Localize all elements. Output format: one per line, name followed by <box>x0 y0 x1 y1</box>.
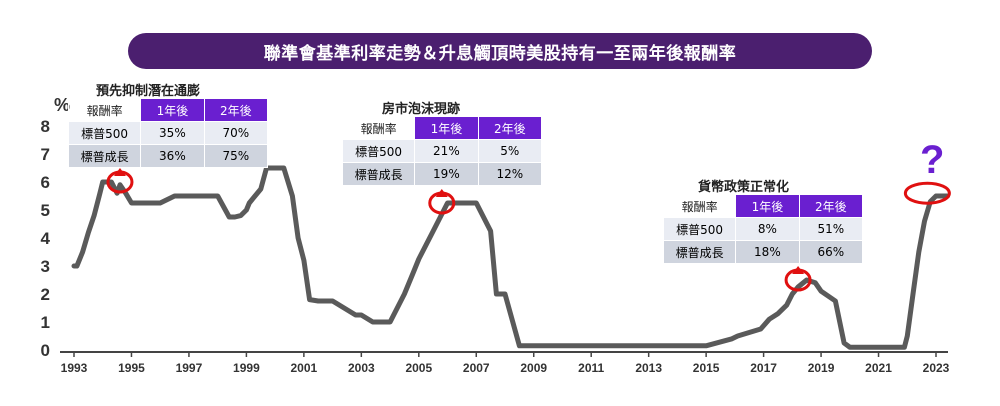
fed-rate-line <box>71 165 950 350</box>
col-2yr: 2年後 <box>477 116 543 140</box>
annotation-title-3: 貨幣政策正常化 <box>698 180 790 195</box>
col-1yr: 1年後 <box>735 194 800 218</box>
annotation-title-1: 預先抑制潛在通膨 <box>96 84 201 99</box>
col-1yr: 1年後 <box>140 98 205 122</box>
peak-highlight-circle <box>903 181 951 205</box>
peak-arrow-icon <box>792 266 805 274</box>
cell-value: 19% <box>414 162 479 186</box>
y-tick-label: 2 <box>41 285 50 304</box>
col-1yr: 1年後 <box>414 116 479 140</box>
y-axis-unit: % <box>54 95 70 115</box>
y-tick-label: 1 <box>41 313 50 332</box>
x-tick-label: 2019 <box>808 361 835 375</box>
x-tick-label: 1999 <box>233 361 260 375</box>
x-tick-label: 1995 <box>118 361 145 375</box>
y-tick-label: 6 <box>41 173 50 192</box>
cell-value: 35% <box>140 121 205 145</box>
y-tick-label: 7 <box>41 145 50 164</box>
x-tick-label: 2011 <box>578 361 604 375</box>
y-tick-label: 3 <box>41 257 50 276</box>
row-label: 標普成長 <box>67 144 142 168</box>
y-tick-label: 4 <box>41 229 51 248</box>
row-header: 報酬率 <box>67 98 142 122</box>
peak-arrow-icon <box>113 168 126 176</box>
question-mark: ? <box>920 138 945 182</box>
annotation-table-1: 報酬率 1年後 2年後 標普500 35% 70% 標普成長 36% 75% <box>67 98 269 168</box>
peak-arrow-icon <box>435 189 448 197</box>
y-axis: 0 1 2 3 4 5 6 7 8 <box>41 117 51 360</box>
col-2yr: 2年後 <box>798 194 864 218</box>
row-header: 報酬率 <box>662 194 737 218</box>
x-tick-label: 2023 <box>923 361 950 375</box>
annotation-table-2: 報酬率 1年後 2年後 標普500 21% 5% 標普成長 19% 12% <box>341 116 543 186</box>
row-header: 報酬率 <box>341 116 416 140</box>
row-label: 標普500 <box>67 121 142 145</box>
cell-value: 36% <box>140 144 205 168</box>
x-tick-label: 2009 <box>520 361 547 375</box>
cell-value: 18% <box>735 240 800 264</box>
x-tick-label: 1993 <box>61 361 88 375</box>
y-tick-label: 5 <box>41 201 50 220</box>
cell-value: 51% <box>798 217 864 241</box>
chart-title: 聯準會基準利率走勢＆升息觸頂時美股持有一至兩年後報酬率 <box>128 33 872 69</box>
x-tick-label: 2017 <box>750 361 777 375</box>
cell-value: 12% <box>477 162 543 186</box>
x-tick-label: 2015 <box>693 361 720 375</box>
x-tick-label: 2013 <box>635 361 662 375</box>
col-2yr: 2年後 <box>203 98 269 122</box>
peak-markers <box>106 168 951 292</box>
x-tick-label: 2005 <box>405 361 432 375</box>
row-label: 標普500 <box>662 217 737 241</box>
cell-value: 75% <box>203 144 269 168</box>
x-tick-label: 2021 <box>865 361 892 375</box>
row-label: 標普成長 <box>662 240 737 264</box>
cell-value: 70% <box>203 121 269 145</box>
y-tick-label: 8 <box>41 117 50 136</box>
rate-series <box>71 165 950 350</box>
row-label: 標普成長 <box>341 162 416 186</box>
row-label: 標普500 <box>341 139 416 163</box>
x-tick-label: 1997 <box>176 361 203 375</box>
cell-value: 66% <box>798 240 864 264</box>
x-axis: 1993 1995 1997 1999 2001 2003 2005 2007 2009 2011… <box>61 352 950 375</box>
annotation-table-3: 報酬率 1年後 2年後 標普500 8% 51% 標普成長 18% 66% <box>662 194 864 264</box>
cell-value: 8% <box>735 217 800 241</box>
annotation-title-2: 房市泡沫現跡 <box>382 102 461 117</box>
cell-value: 5% <box>477 139 543 163</box>
x-tick-label: 2001 <box>291 361 318 375</box>
cell-value: 21% <box>414 139 479 163</box>
x-tick-label: 2003 <box>348 361 375 375</box>
y-tick-label: 0 <box>41 341 50 360</box>
x-tick-label: 2007 <box>463 361 490 375</box>
